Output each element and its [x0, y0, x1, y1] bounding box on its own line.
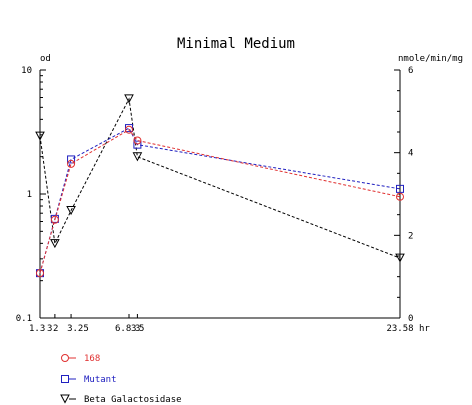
legend-label: Mutant — [84, 375, 117, 385]
y-right-tick-label: 4 — [408, 149, 413, 159]
data-point — [67, 159, 76, 168]
data-point — [61, 354, 69, 362]
y-right-tick-label: 0 — [408, 314, 413, 324]
data-point — [133, 140, 142, 149]
x-tick-label: 1.3 — [29, 324, 45, 334]
data-point — [66, 206, 76, 216]
series-line — [39, 129, 401, 274]
data-point — [50, 239, 60, 249]
data-point — [36, 269, 44, 278]
data-point — [124, 124, 133, 133]
series-line — [39, 97, 401, 259]
y-right-tick-label: 2 — [408, 231, 413, 241]
data-point — [396, 184, 404, 193]
data-point — [395, 253, 405, 263]
legend-label: Beta Galactosidase — [84, 395, 182, 405]
chart-title: Minimal Medium — [177, 36, 295, 52]
data-point — [60, 394, 70, 404]
y-left-axis-label: od — [40, 54, 51, 64]
x-tick-label: 2 — [53, 324, 58, 334]
legend-label: 168 — [84, 354, 100, 364]
x-tick-label: 6.8 — [115, 324, 131, 334]
data-point — [132, 152, 143, 162]
y-left-tick-label: 10 — [21, 66, 32, 76]
series-2 — [36, 124, 404, 278]
x-tick-label: 5 — [139, 324, 144, 334]
x-tick-label: 3 — [135, 324, 140, 334]
data-point — [396, 192, 404, 201]
x-tick-label: 23.58 — [386, 324, 413, 334]
data-point — [50, 215, 59, 224]
data-point — [35, 131, 45, 141]
x-tick-label: 3 — [47, 324, 52, 334]
data-point — [124, 125, 133, 134]
x-axis-unit-label: hr — [419, 324, 430, 334]
y-right-axis-label: nmole/min/mg — [398, 54, 463, 64]
y-left-tick-label: 1 — [27, 190, 32, 200]
y-right-tick-label: 6 — [408, 66, 413, 76]
series-1 — [36, 125, 404, 278]
data-point — [133, 136, 142, 145]
series-3 — [35, 94, 405, 263]
x-tick-label: 3 — [131, 324, 136, 334]
x-tick-label: 3.25 — [67, 324, 89, 334]
data-point — [67, 155, 76, 164]
y-left-tick-label: 0.1 — [16, 314, 32, 324]
data-point — [61, 375, 69, 383]
data-point — [124, 94, 134, 104]
